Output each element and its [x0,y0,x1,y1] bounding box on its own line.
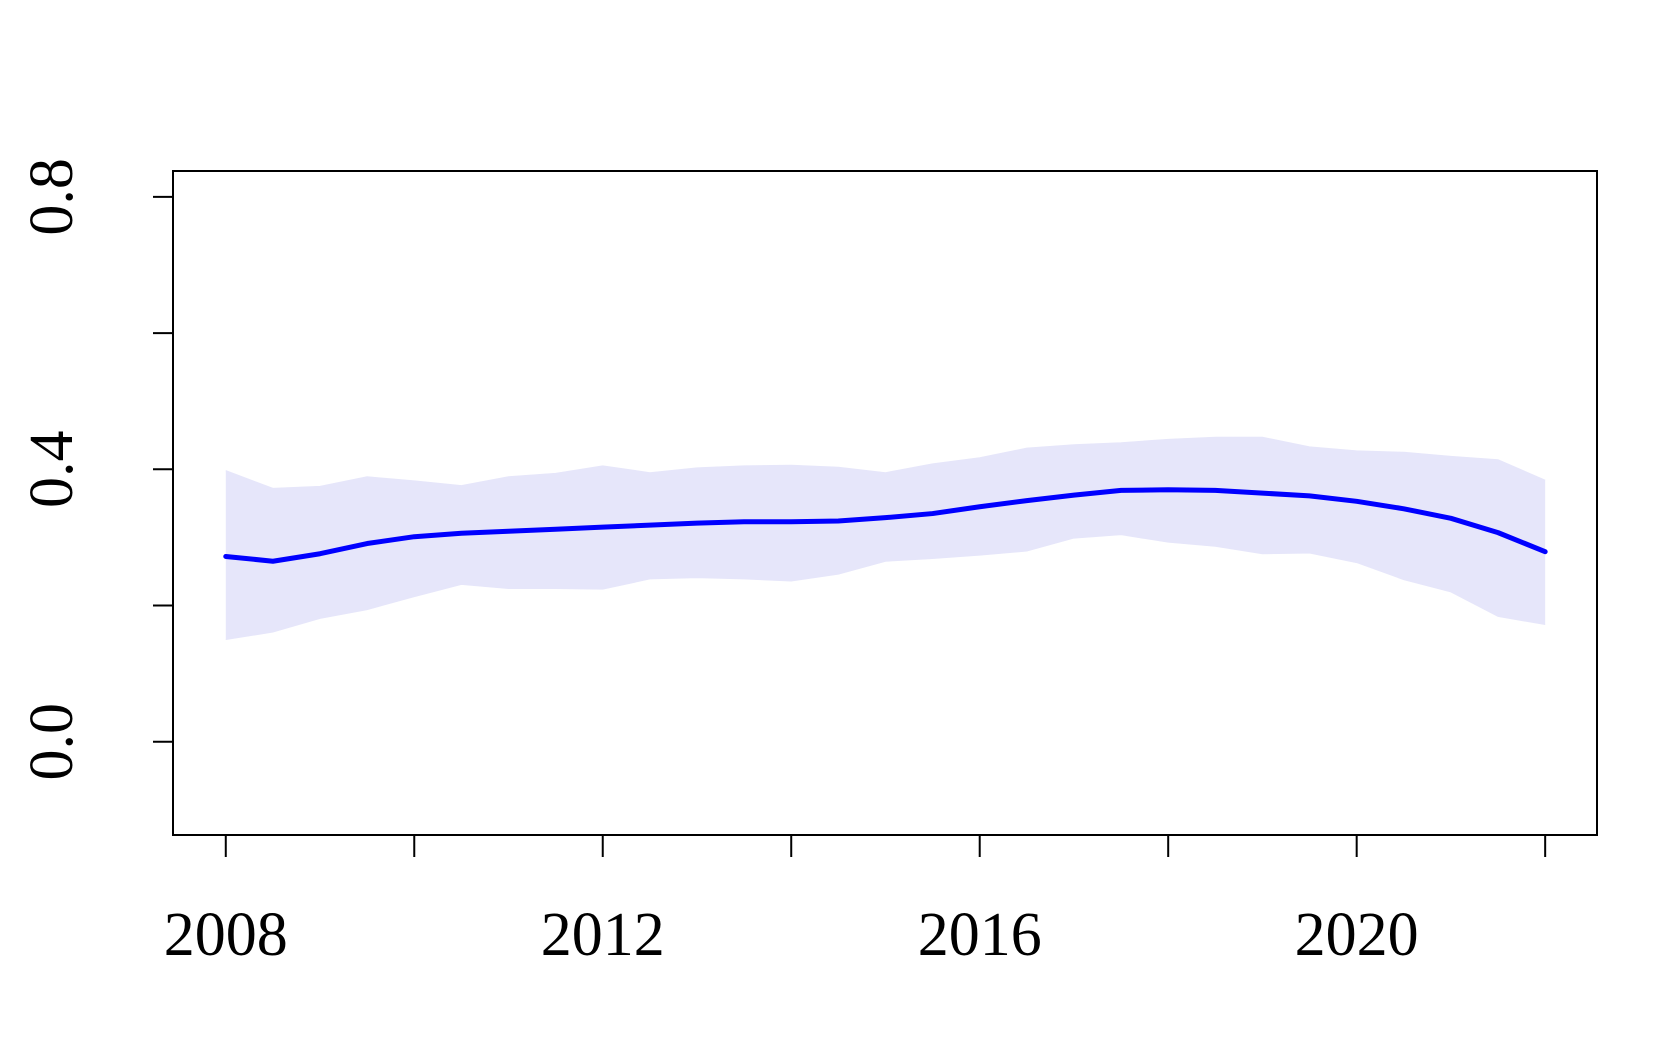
band-upper-edge [225,436,1546,489]
y-tick-label: 0.4 [18,431,86,509]
confidence-band [225,437,1546,640]
band-lower-edge [225,534,1546,641]
x-tick-label: 2016 [918,901,1042,969]
x-tick-label: 2008 [164,901,288,969]
y-tick-label: 0.0 [18,703,86,781]
x-tick-label: 2020 [1295,901,1419,969]
x-tick-label: 2012 [541,901,665,969]
y-tick-label: 0.8 [18,158,86,236]
line [223,487,1548,564]
